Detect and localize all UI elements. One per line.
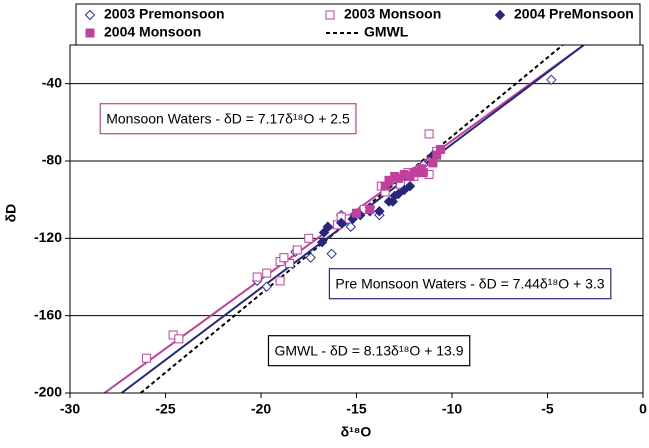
point bbox=[141, 353, 151, 363]
x-tick-label: -15 bbox=[346, 401, 366, 417]
point bbox=[326, 248, 337, 260]
point bbox=[261, 281, 272, 292]
legend-label: 2003 Premonsoon bbox=[104, 6, 225, 22]
point bbox=[399, 184, 410, 196]
point bbox=[279, 253, 289, 263]
point bbox=[304, 233, 314, 243]
point bbox=[387, 196, 398, 207]
x-tick-label: -30 bbox=[60, 401, 80, 417]
x-tick-label: -20 bbox=[251, 401, 271, 417]
point bbox=[352, 208, 361, 218]
annotation-box bbox=[267, 335, 471, 367]
point bbox=[174, 334, 184, 344]
point bbox=[380, 181, 390, 191]
point bbox=[275, 276, 285, 286]
legend-label: 2004 PreMonsoon bbox=[514, 6, 634, 22]
y-tick-label: -80 bbox=[42, 152, 62, 168]
point bbox=[262, 268, 272, 278]
legend-marker bbox=[84, 9, 96, 21]
y-tick-label: -120 bbox=[34, 229, 62, 245]
x-tick-label: 0 bbox=[639, 401, 647, 417]
point bbox=[436, 144, 446, 154]
legend-marker bbox=[85, 28, 95, 38]
point bbox=[416, 164, 426, 174]
annotation: Monsoon Waters - δD = 7.17δ¹⁸O + 2.5 bbox=[106, 111, 350, 127]
y-tick-label: -40 bbox=[42, 74, 62, 90]
point bbox=[365, 204, 375, 214]
x-tick-label: -10 bbox=[442, 401, 462, 417]
point bbox=[316, 236, 328, 248]
legend-label: GMWL bbox=[364, 24, 409, 40]
point bbox=[546, 74, 557, 86]
x-tick-label: -5 bbox=[541, 401, 554, 417]
annotation-box bbox=[99, 103, 357, 135]
annotation: Pre Monsoon Waters - δD = 7.44δ¹⁸O + 3.3 bbox=[335, 276, 604, 292]
point bbox=[285, 258, 295, 268]
point bbox=[345, 221, 356, 232]
point bbox=[322, 221, 334, 232]
point bbox=[305, 252, 316, 263]
x-axis-label: δ¹⁸O bbox=[341, 424, 372, 440]
y-tick-label: -200 bbox=[34, 384, 62, 400]
point bbox=[252, 272, 262, 282]
legend-marker bbox=[494, 9, 506, 21]
legend-label: 2004 Monsoon bbox=[104, 24, 201, 40]
x-tick-label: -25 bbox=[155, 401, 175, 417]
point bbox=[292, 245, 302, 255]
legend-box bbox=[75, 3, 641, 46]
annotation: GMWL - δD = 8.13δ¹⁸O + 13.9 bbox=[274, 343, 463, 359]
legend-label: 2003 Monsoon bbox=[344, 6, 441, 22]
point bbox=[424, 129, 434, 139]
y-axis-label: δD bbox=[3, 204, 19, 223]
legend-marker bbox=[325, 10, 335, 20]
annotation-box bbox=[328, 268, 612, 300]
y-tick-label: -160 bbox=[34, 306, 62, 322]
point bbox=[336, 217, 347, 229]
point bbox=[374, 206, 385, 217]
point bbox=[428, 158, 438, 168]
